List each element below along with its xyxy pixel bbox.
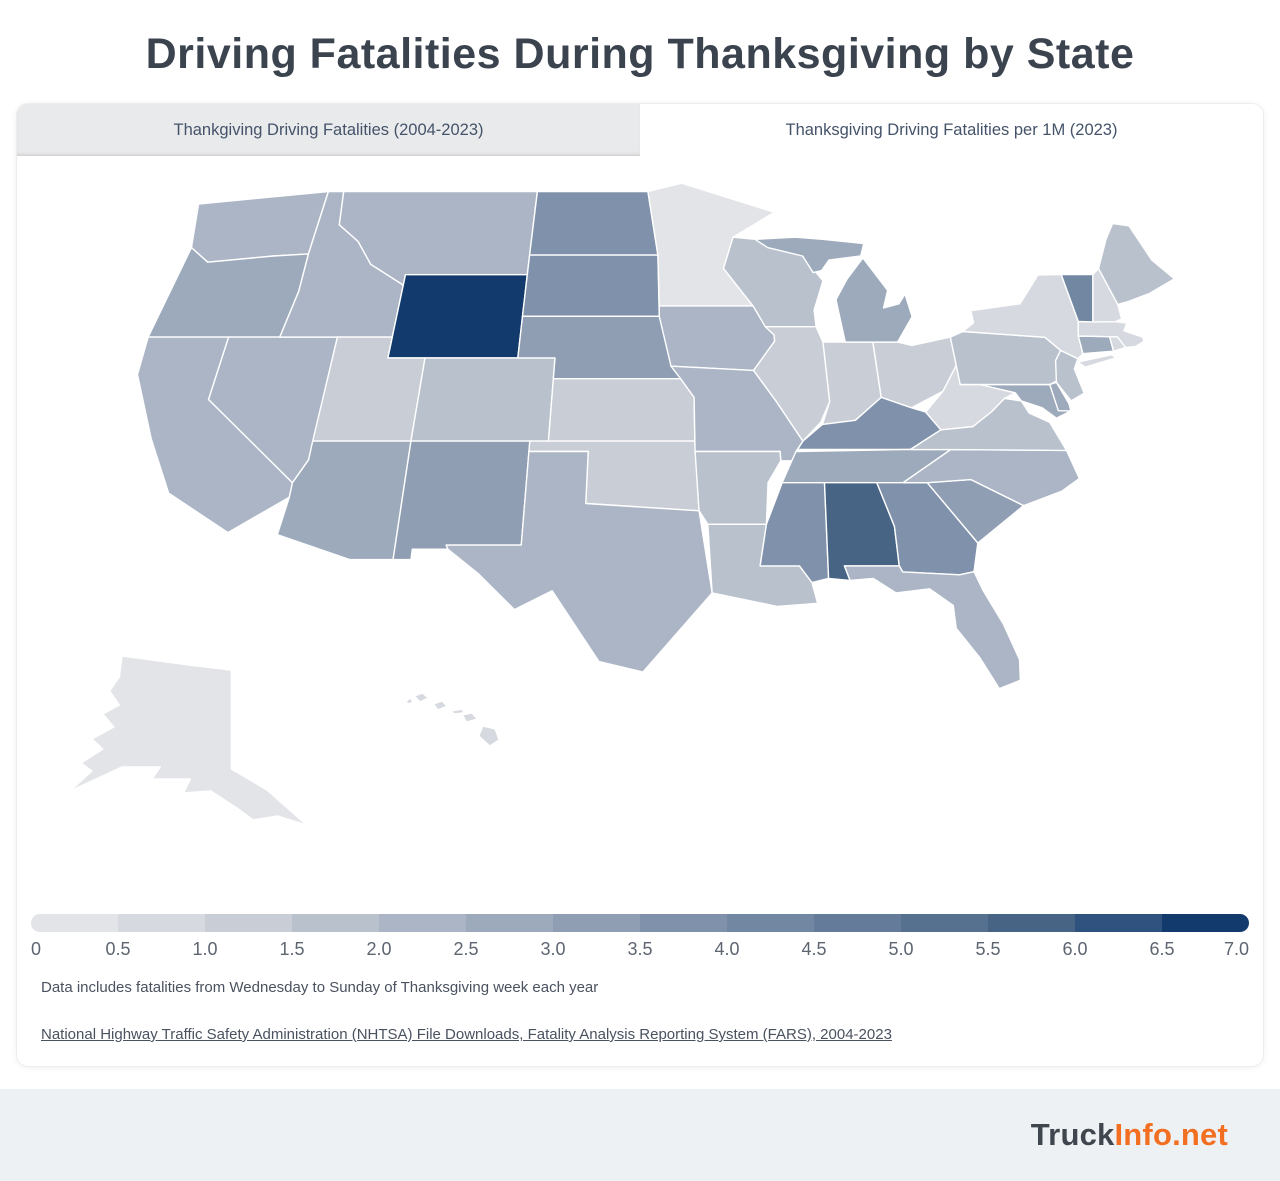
legend-tick-2.5: 2.5 bbox=[453, 939, 479, 959]
state-NM[interactable]: New Mexico: 3.1 bbox=[393, 441, 530, 559]
data-note: Data includes fatalities from Wednesday … bbox=[41, 979, 599, 996]
state-ND[interactable]: North Dakota: 3.9 bbox=[530, 192, 658, 256]
us-map: Washington: 2.2Oregon: 2.6California: 2.… bbox=[25, 164, 1255, 864]
state-MI[interactable]: Michigan: 2.5 bbox=[755, 237, 864, 272]
state-DE[interactable]: Delaware: 2.9 bbox=[1050, 382, 1071, 411]
source-row: National Highway Traffic Safety Administ… bbox=[41, 1026, 1239, 1066]
tab-fatalities-total[interactable]: Thankgiving Driving Fatalities (2004-202… bbox=[17, 104, 640, 156]
legend-tick-3.0: 3.0 bbox=[540, 939, 566, 959]
chart-card: Thankgiving Driving Fatalities (2004-202… bbox=[16, 103, 1264, 1067]
tab-fatalities-per-1m-label: Thanksgiving Driving Fatalities per 1M (… bbox=[785, 120, 1118, 139]
legend-tick-1.5: 1.5 bbox=[279, 939, 305, 959]
state-HI[interactable]: Hawaii: 0.8 bbox=[406, 698, 413, 704]
state-HI[interactable]: Hawaii: 0.8 bbox=[462, 713, 477, 722]
legend-tick-3.5: 3.5 bbox=[627, 939, 653, 959]
legend-tick-5.0: 5.0 bbox=[888, 939, 914, 959]
map-container: Washington: 2.2Oregon: 2.6California: 2.… bbox=[17, 156, 1263, 864]
state-TX[interactable]: Texas: 2.3 bbox=[446, 452, 712, 673]
legend-tick-6.0: 6.0 bbox=[1062, 939, 1088, 959]
tab-fatalities-per-1m[interactable]: Thanksgiving Driving Fatalities per 1M (… bbox=[640, 104, 1263, 156]
legend-tick-0.5: 0.5 bbox=[105, 939, 131, 959]
state-HI[interactable]: Hawaii: 0.8 bbox=[434, 701, 448, 710]
legend: 0 0.5 1.0 1.5 2.0 2.5 3.0 3.5 4.0 4.5 5.0 5.5 6.0 6.5… bbox=[31, 914, 1249, 965]
legend-tick-6.5: 6.5 bbox=[1149, 939, 1175, 959]
state-HI[interactable]: Hawaii: 0.8 bbox=[479, 726, 500, 746]
legend-tick-4.5: 4.5 bbox=[801, 939, 827, 959]
legend-tick-0: 0 bbox=[31, 939, 42, 959]
state-MI[interactable]: Michigan: 2.5 bbox=[836, 258, 912, 342]
state-AR[interactable]: Arkansas: 1.6 bbox=[695, 452, 781, 525]
legend-ticks: 0 0.5 1.0 1.5 2.0 2.5 3.0 3.5 4.0 4.5 5.0 5.5 6.0 6.5… bbox=[31, 939, 1249, 965]
state-HI[interactable]: Hawaii: 0.8 bbox=[451, 709, 463, 714]
state-WI[interactable]: Wisconsin: 1.7 bbox=[724, 237, 823, 327]
legend-tick-5.5: 5.5 bbox=[975, 939, 1001, 959]
state-WY[interactable]: Wyoming: 7 bbox=[388, 275, 527, 358]
legend-tick-1.0: 1.0 bbox=[192, 939, 218, 959]
state-OR[interactable]: Oregon: 2.6 bbox=[148, 248, 308, 338]
truckinfo-logo[interactable]: TruckInfo.net bbox=[1031, 1117, 1228, 1153]
state-SD[interactable]: South Dakota: 3.7 bbox=[522, 255, 659, 316]
state-WA[interactable]: Washington: 2.2 bbox=[191, 192, 328, 263]
state-HI[interactable]: Hawaii: 0.8 bbox=[415, 693, 429, 702]
logo-truck-text: Truck bbox=[1030, 1117, 1115, 1152]
state-CT[interactable]: Connecticut: 2.6 bbox=[1078, 336, 1113, 354]
legend-tick-2.0: 2.0 bbox=[366, 939, 392, 959]
state-CO[interactable]: Colorado: 1.7 bbox=[411, 358, 555, 441]
state-NJ[interactable]: New Jersey: 1.8 bbox=[1056, 350, 1085, 401]
state-NY[interactable]: New York: 0.9 bbox=[1078, 355, 1116, 367]
state-FL[interactable]: Florida: 2.2 bbox=[844, 566, 1020, 689]
footer: TruckInfo.net bbox=[0, 1089, 1280, 1181]
logo-net-text: .net bbox=[1172, 1117, 1228, 1152]
tab-fatalities-total-label: Thankgiving Driving Fatalities (2004-202… bbox=[173, 120, 484, 139]
logo-info-text: Info bbox=[1114, 1117, 1173, 1152]
page-title: Driving Fatalities During Thanksgiving b… bbox=[145, 30, 1135, 78]
source-link[interactable]: National Highway Traffic Safety Administ… bbox=[41, 1026, 892, 1043]
state-AK[interactable]: Alaska: 0.3 bbox=[70, 656, 306, 825]
state-KS[interactable]: Kansas: 1.2 bbox=[548, 379, 694, 441]
state-ME[interactable]: Maine: 1.6 bbox=[1099, 224, 1175, 305]
state-IA[interactable]: Iowa: 2.1 bbox=[659, 306, 774, 371]
legend-tick-4.0: 4.0 bbox=[714, 939, 740, 959]
legend-gradient-bar bbox=[31, 914, 1249, 932]
tab-bar: Thankgiving Driving Fatalities (2004-202… bbox=[17, 104, 1263, 156]
legend-tick-7.0: 7.0 bbox=[1223, 939, 1249, 959]
